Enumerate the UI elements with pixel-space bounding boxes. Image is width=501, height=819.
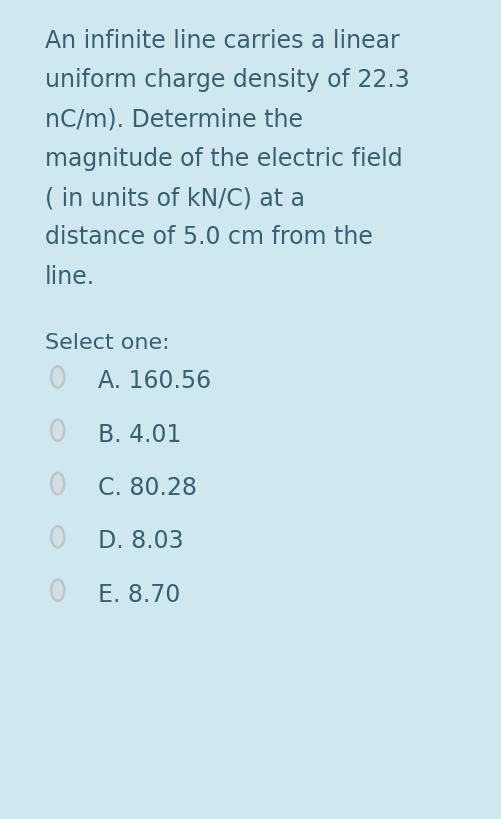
Text: D. 8.03: D. 8.03	[98, 529, 183, 553]
Text: uniform charge density of 22.3: uniform charge density of 22.3	[45, 68, 409, 92]
Text: C. 80.28: C. 80.28	[98, 476, 196, 500]
Ellipse shape	[51, 580, 64, 601]
Text: B. 4.01: B. 4.01	[98, 423, 181, 446]
Text: A. 160.56: A. 160.56	[98, 369, 210, 393]
Text: E. 8.70: E. 8.70	[98, 582, 180, 606]
Ellipse shape	[51, 420, 64, 441]
Text: ( in units of kN/C) at a: ( in units of kN/C) at a	[45, 186, 305, 210]
Text: Select one:: Select one:	[45, 333, 169, 352]
Ellipse shape	[51, 527, 64, 548]
Text: line.: line.	[45, 265, 95, 288]
Text: magnitude of the electric field: magnitude of the electric field	[45, 147, 402, 170]
Ellipse shape	[51, 473, 64, 495]
Ellipse shape	[51, 367, 64, 388]
Text: nC/m). Determine the: nC/m). Determine the	[45, 107, 303, 131]
Text: An infinite line carries a linear: An infinite line carries a linear	[45, 29, 399, 52]
Text: distance of 5.0 cm from the: distance of 5.0 cm from the	[45, 225, 372, 249]
